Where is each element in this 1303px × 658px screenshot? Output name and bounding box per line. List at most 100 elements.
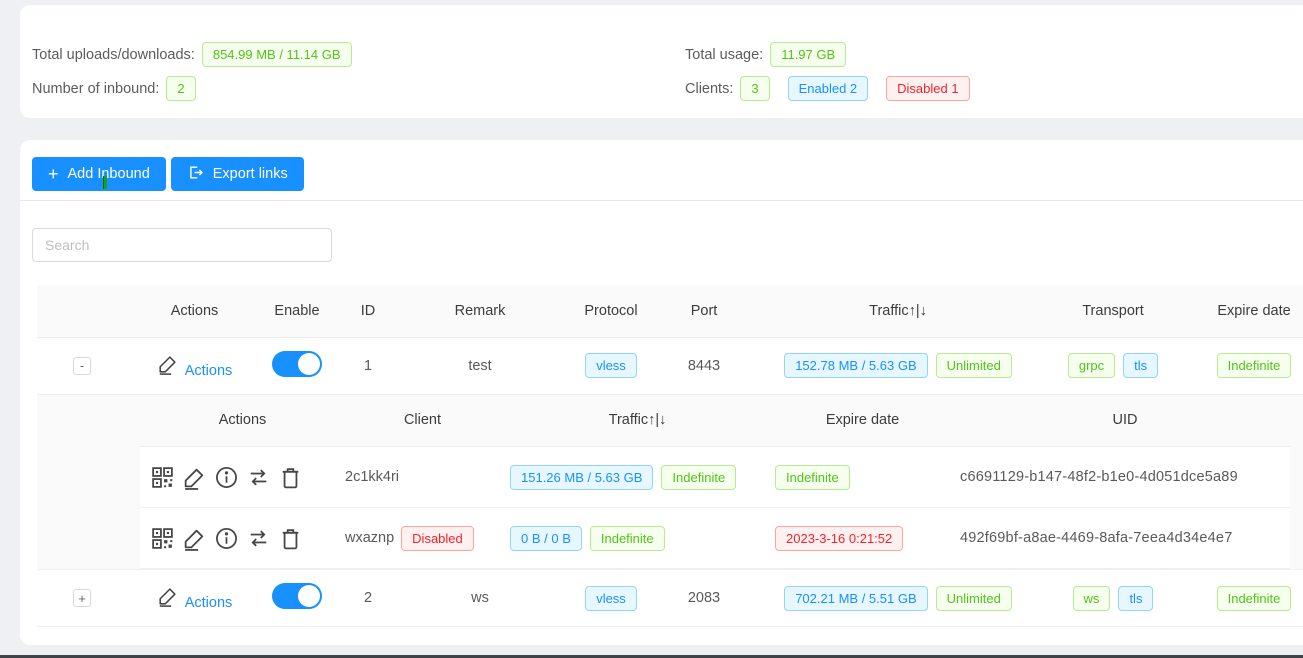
search-container — [32, 228, 1303, 262]
client-expire-badge: Indefinite — [775, 464, 850, 490]
client-expire-badge: 2023-3-16 0:21:52 — [775, 525, 904, 551]
row-actions-menu[interactable]: Actions — [157, 353, 233, 379]
stats-column-left: Total uploads/downloads: 854.99 MB / 11.… — [32, 42, 685, 118]
client-reset-traffic-button[interactable] — [246, 526, 271, 551]
inbounds-table: Actions Enable ID Remark Protocol Port T… — [37, 285, 1303, 627]
stat-inbound-count: Number of inbound: 2 — [32, 76, 685, 101]
client-traffic-used-badge: 151.26 MB / 5.63 GB — [510, 464, 654, 490]
inbound-label: Number of inbound: — [32, 80, 160, 97]
client-traffic-limit-badge: Indefinite — [661, 464, 737, 490]
header-remark: Remark — [404, 285, 556, 338]
usage-label: Total usage: — [685, 46, 764, 63]
enable-toggle[interactable] — [272, 583, 322, 609]
cell-remark: ws — [404, 569, 556, 627]
cursor-artifact — [103, 176, 107, 189]
clients-label: Clients: — [685, 80, 734, 97]
client-name: wxaznp — [345, 530, 395, 546]
header-protocol: Protocol — [556, 285, 666, 338]
expand-row-button[interactable]: + — [73, 589, 91, 607]
client-disabled-badge: Disabled — [401, 525, 474, 551]
transport-security-badge: tls — [1118, 585, 1154, 611]
client-info-button[interactable] — [214, 526, 239, 551]
client-row-1: 2c1kk4ri 151.26 MB / 5.63 GB Indefinite … — [140, 446, 1290, 508]
traffic-used-badge: 702.21 MB / 5.51 GB — [784, 585, 928, 611]
client-qrcode-button[interactable] — [150, 526, 175, 551]
client-traffic-used-badge: 0 B / 0 B — [510, 525, 582, 551]
inbound-row-1: - Actions 1 test vless — [37, 337, 1303, 395]
actions-link-label: Actions — [184, 595, 233, 611]
header-enable: Enable — [262, 285, 332, 338]
header-traffic-sort[interactable]: Traffic↑|↓ — [742, 285, 1054, 338]
header-transport: Transport — [1054, 285, 1172, 338]
client-info-button[interactable] — [214, 465, 239, 490]
client-name: 2c1kk4ri — [335, 446, 500, 508]
export-icon — [187, 164, 204, 185]
expire-badge: Indefinite — [1216, 353, 1292, 378]
stat-clients: Clients: 3 Enabled 2 Disabled 1 — [685, 76, 970, 101]
expanded-row: Actions Client Traffic↑|↓ Expire date UI… — [37, 394, 1303, 570]
clients-count-badge: 3 — [740, 76, 770, 101]
client-header-expire: Expire date — [765, 394, 950, 447]
plus-icon: + — [48, 164, 59, 184]
add-inbound-label: Add Inbound — [67, 166, 150, 182]
traffic-limit-badge: Unlimited — [935, 585, 1012, 611]
client-header-client: Client — [335, 394, 500, 447]
toggle-knob — [298, 352, 320, 375]
stat-uploads-downloads: Total uploads/downloads: 854.99 MB / 11.… — [32, 42, 685, 67]
expire-badge: Indefinite — [1216, 585, 1292, 611]
clients-table: Actions Client Traffic↑|↓ Expire date UI… — [140, 394, 1290, 569]
stats-card: Total uploads/downloads: 854.99 MB / 11.… — [20, 5, 1303, 118]
enable-toggle[interactable] — [272, 350, 322, 377]
transport-security-badge: tls — [1123, 353, 1159, 378]
clients-enabled-badge: Enabled 2 — [787, 76, 869, 101]
edit-icon — [157, 353, 179, 379]
cell-id: 2 — [332, 569, 404, 627]
export-links-button[interactable]: Export links — [170, 157, 304, 191]
actions-link-label: Actions — [184, 362, 233, 379]
clients-disabled-badge: Disabled 1 — [886, 76, 970, 101]
client-traffic-limit-badge: Indefinite — [589, 525, 665, 551]
traffic-limit-badge: Unlimited — [935, 353, 1012, 378]
transport-network-badge: grpc — [1067, 353, 1116, 378]
stats-column-right: Total usage: 11.97 GB Clients: 3 Enabled… — [685, 42, 970, 118]
header-actions: Actions — [127, 285, 262, 338]
toolbar: + Add Inbound Export links — [20, 140, 1303, 201]
client-header-actions: Actions — [140, 394, 335, 447]
collapse-row-button[interactable]: - — [73, 356, 91, 375]
row-actions-menu[interactable]: Actions — [157, 585, 233, 611]
client-delete-button[interactable] — [278, 526, 303, 551]
protocol-badge: vless — [585, 585, 637, 611]
usage-value-badge: 11.97 GB — [770, 42, 847, 67]
client-edit-button[interactable] — [182, 526, 207, 551]
cell-port: 2083 — [666, 569, 742, 627]
search-input[interactable] — [32, 228, 332, 262]
inbound-row-2: + Actions 2 ws vless — [37, 569, 1303, 627]
header-port: Port — [666, 285, 742, 338]
cell-id: 1 — [332, 337, 404, 395]
client-qrcode-button[interactable] — [150, 465, 175, 490]
table-header-row: Actions Enable ID Remark Protocol Port T… — [37, 285, 1303, 338]
header-expand — [37, 285, 127, 338]
window-bottom-edge — [0, 655, 1303, 658]
header-id: ID — [332, 285, 404, 338]
inbounds-card: + Add Inbound Export links — [20, 140, 1303, 645]
uploads-value-badge: 854.99 MB / 11.14 GB — [201, 42, 352, 67]
cell-remark: test — [404, 337, 556, 395]
client-row-2: wxaznp Disabled 0 B / 0 B Indefinite — [140, 507, 1290, 569]
header-expire-date: Expire date — [1172, 285, 1303, 338]
uploads-label: Total uploads/downloads: — [32, 46, 195, 63]
traffic-used-badge: 152.78 MB / 5.63 GB — [784, 353, 928, 378]
toggle-knob — [298, 585, 320, 607]
add-inbound-button[interactable]: + Add Inbound — [32, 157, 166, 191]
client-edit-button[interactable] — [182, 465, 207, 490]
client-header-uid: UID — [950, 394, 1290, 447]
stat-total-usage: Total usage: 11.97 GB — [685, 42, 970, 67]
client-reset-traffic-button[interactable] — [246, 465, 271, 490]
transport-network-badge: ws — [1072, 585, 1111, 611]
export-links-label: Export links — [212, 166, 288, 182]
client-header-traffic-sort[interactable]: Traffic↑|↓ — [500, 394, 765, 447]
clients-header-row: Actions Client Traffic↑|↓ Expire date UI… — [140, 394, 1290, 447]
inbound-value-badge: 2 — [166, 76, 196, 101]
client-delete-button[interactable] — [278, 465, 303, 490]
protocol-badge: vless — [585, 353, 637, 378]
